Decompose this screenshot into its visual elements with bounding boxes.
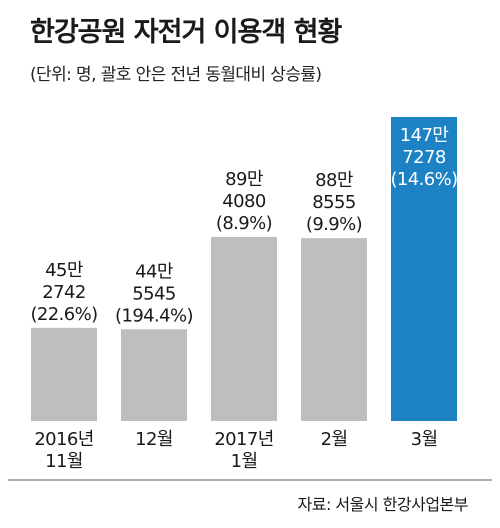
category-label: 3월 — [411, 429, 438, 450]
category-label: 11월 — [45, 451, 83, 472]
source-note: 자료: 서울시 한강사업본부 — [297, 495, 469, 514]
category-label: 2016년 — [34, 429, 93, 450]
value-label: 147만 — [400, 125, 449, 146]
value-label: 89만 — [225, 169, 263, 190]
value-label: 44만 — [135, 261, 173, 282]
bar-5 — [391, 117, 457, 421]
bar-2 — [121, 329, 187, 421]
value-label: 88만 — [315, 170, 353, 191]
growth-label: (194.4%) — [115, 305, 193, 326]
bar-1 — [31, 327, 97, 421]
growth-label: (9.9%) — [306, 214, 362, 235]
chart-title: 한강공원 자전거 이용객 현황 — [30, 17, 342, 48]
growth-label: (8.9%) — [216, 213, 272, 234]
category-label: 2월 — [321, 429, 348, 450]
growth-label: (14.6%) — [390, 169, 457, 190]
value-label: 2742 — [42, 282, 85, 303]
bar-3 — [211, 237, 277, 421]
value-label: 45만 — [45, 260, 83, 281]
value-label: 4080 — [222, 191, 266, 212]
value-label: 5545 — [132, 283, 175, 304]
value-label: 8555 — [312, 192, 355, 213]
category-label: 12월 — [135, 429, 173, 450]
value-label: 7278 — [402, 147, 446, 168]
category-label: 2017년 — [214, 429, 273, 450]
bar-4 — [301, 238, 367, 421]
category-label: 1월 — [231, 451, 258, 472]
growth-label: (22.6%) — [30, 304, 97, 325]
chart-subtitle: (단위: 명, 괄호 안은 전년 동월대비 상승률) — [30, 65, 322, 85]
